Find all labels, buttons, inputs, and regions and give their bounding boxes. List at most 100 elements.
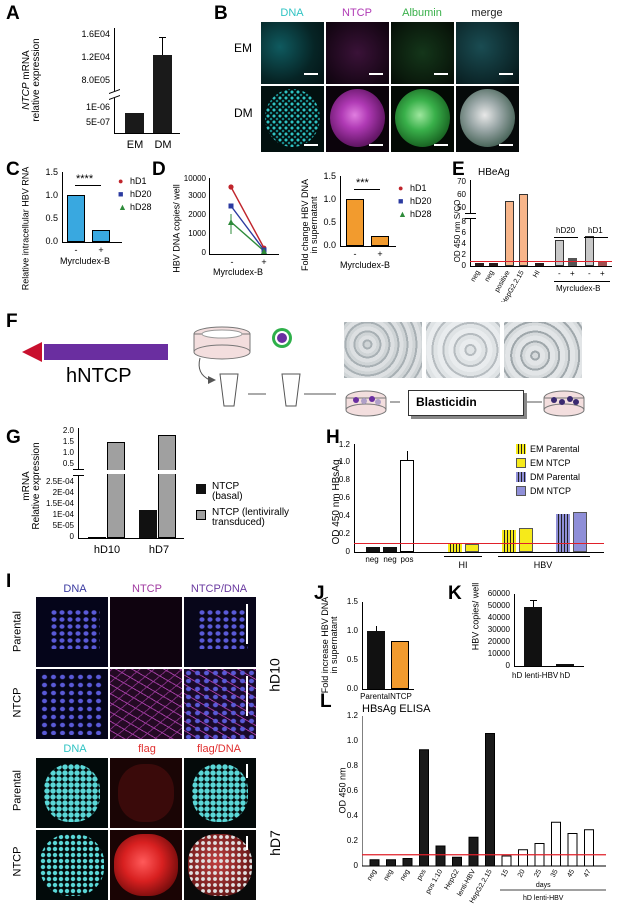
panel-a-ytick: 1E-06 — [85, 102, 110, 112]
scale-bar — [304, 144, 318, 146]
panel-g-ytick: 1.5 — [62, 437, 74, 446]
panel-e-ytick: 4 — [461, 239, 466, 248]
micrograph-hd10-ntcp-merge — [184, 669, 256, 739]
panel-e-bar — [535, 263, 544, 266]
panel-e-title: HBeAg — [478, 167, 510, 178]
panel-j-ytick: 1.0 — [346, 626, 358, 635]
panel-h-ytick: 1.2 — [338, 440, 350, 449]
panel-k-xtick: hD — [559, 671, 571, 680]
panel-d-ytick: 3000 — [188, 191, 206, 200]
panel-e-sign: - — [588, 269, 591, 278]
panel-h-bar-hi-em-ntcp — [465, 544, 479, 552]
panel-d-left-yaxis — [209, 178, 210, 254]
panel-a-ytick: 1.6E04 — [81, 29, 110, 39]
panel-b-row-dm: DM — [234, 106, 253, 120]
panel-d-left-xaxis — [209, 254, 279, 255]
panel-label-g: G — [6, 427, 21, 448]
panel-c-bar-plus — [92, 230, 110, 242]
panel-e-cutoff-line — [470, 261, 612, 262]
panel-i-col-flag: flag — [138, 743, 156, 755]
panel-h-bar-hbv-dm-parental — [556, 514, 570, 552]
panel-l-xlabel: 47 — [583, 868, 593, 878]
panel-g-ytick: 1.5E-04 — [45, 499, 74, 508]
panel-label-e: E — [452, 159, 465, 180]
panel-i-col-dna-2: DNA — [63, 743, 87, 755]
micrograph-workflow-1 — [344, 322, 422, 378]
scale-bar — [499, 73, 513, 75]
panel-d-left-lines — [228, 184, 267, 254]
panel-e-myrcludex-line — [554, 281, 610, 282]
panel-c-ytick: 1.5 — [45, 167, 58, 177]
panel-j-error — [376, 626, 377, 631]
panel-d-right-xtick: + — [377, 249, 383, 259]
panel-g-yaxis — [78, 428, 79, 538]
panel-d-right-bar-minus — [346, 199, 364, 246]
micrograph-hd10-parental-merge — [184, 597, 256, 667]
panel-e-bar — [505, 201, 514, 266]
panel-i-side-hd10: hD10 — [266, 658, 283, 692]
panel-g-bar-break — [100, 470, 180, 474]
panel-h-error — [407, 451, 408, 460]
panel-j-ytick: 0.0 — [346, 684, 358, 693]
panel-l-xlabel: 35 — [550, 868, 560, 878]
panel-g-ytick: 0 — [69, 532, 74, 541]
panel-l-bar — [452, 856, 462, 867]
micrograph-dm-dna — [261, 86, 324, 152]
panel-e-group-line — [584, 237, 608, 238]
panel-j-bar-parental — [367, 631, 385, 689]
panel-i-row-parental-2: Parental — [11, 770, 24, 811]
panel-h-legend: DM NTCP — [530, 486, 571, 496]
panel-h-xtick: neg — [383, 555, 397, 564]
micrograph-hd10-parental-ntcp — [110, 597, 182, 667]
panel-e-xlabel: HI — [532, 269, 542, 279]
panel-l-xlabel: 15 — [500, 868, 510, 878]
panel-h-legend-swatch — [516, 458, 526, 468]
panel-k-ytick: 50000 — [487, 601, 510, 610]
panel-i-col-flag-dna: flag/DNA — [196, 743, 242, 755]
panel-l-bar — [518, 849, 528, 867]
panel-a-yaxis — [114, 28, 115, 133]
scale-bar — [246, 676, 248, 716]
panel-l-bar — [485, 733, 495, 867]
panel-a-ytick: 8.0E05 — [81, 75, 110, 85]
panel-k-xtick: hD lenti-HBV — [512, 671, 559, 680]
panel-d-right-xtick: - — [353, 249, 357, 259]
panel-g-bar-hd7-lenti — [158, 435, 176, 538]
panel-l-xlabel: pos — [416, 868, 428, 882]
micrograph-hd7-parental-dna — [36, 758, 108, 828]
panel-l-xlabel: neg — [383, 868, 395, 882]
panel-g-ytick: 0.5 — [62, 459, 74, 468]
construct-bar — [44, 344, 168, 360]
panel-g-xaxis — [78, 538, 184, 539]
panel-l-bar — [435, 845, 446, 867]
panel-h-legend-swatch — [516, 486, 526, 496]
panel-d-right-xlabel: Myrcludex-B — [340, 260, 391, 270]
panel-k-yaxis — [514, 594, 515, 666]
panel-e-xlabel: neg — [484, 269, 496, 283]
panel-d-right-xaxis — [340, 246, 396, 247]
panel-b-col-albumin: Albumin — [402, 7, 442, 19]
panel-i-row-ntcp: NTCP — [11, 687, 24, 718]
panel-g-xtick: hD10 — [93, 544, 121, 556]
scale-bar — [369, 144, 383, 146]
panel-a-bar-em — [125, 113, 144, 133]
panel-g-ytick: 2.0 — [62, 426, 74, 435]
panel-g-break — [73, 469, 84, 476]
panel-h-bar-hbv-dm-ntcp — [573, 512, 587, 552]
panel-c-bar-minus — [67, 195, 85, 242]
panel-l-bar — [468, 836, 479, 867]
panel-c-ylabel: Relative intracellular HBV RNA — [20, 166, 31, 291]
panel-d-ytick: 1000 — [188, 229, 206, 238]
panel-h-group-line — [498, 556, 590, 557]
panel-g-ylabel: mRNA Relative expression — [21, 442, 42, 530]
scale-bar — [246, 836, 248, 850]
panel-l-ytick: 1.2 — [346, 711, 358, 720]
panel-a-error — [162, 37, 163, 55]
panel-e-bar — [475, 263, 484, 266]
panel-h-legend-swatch — [516, 472, 526, 482]
panel-label-k: K — [448, 583, 462, 604]
micrograph-hd7-parental-flag — [110, 758, 182, 828]
panel-label-i: I — [6, 571, 12, 592]
panel-d-right-ytick: 1.5 — [323, 171, 336, 181]
panel-e-ytick: 8 — [461, 217, 466, 226]
